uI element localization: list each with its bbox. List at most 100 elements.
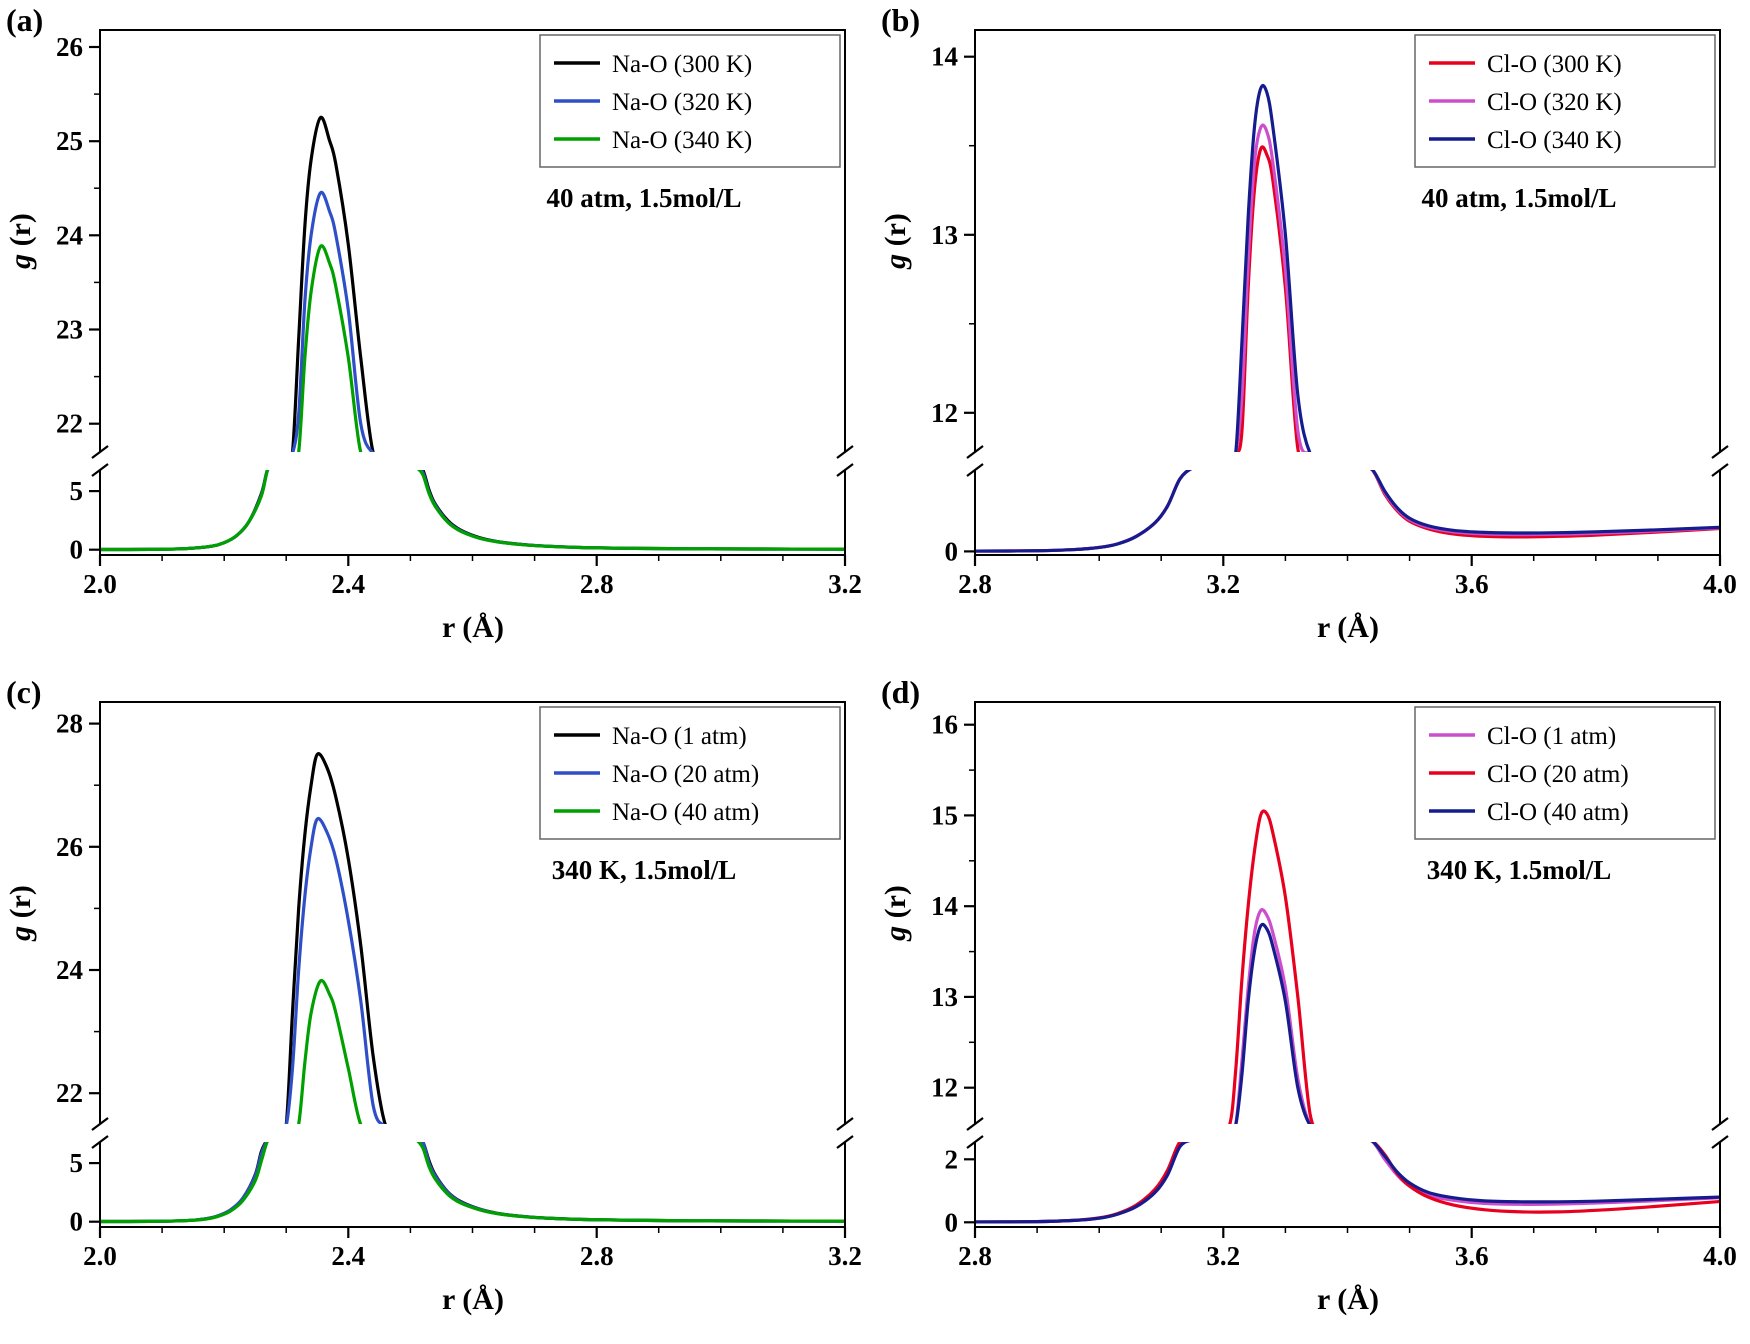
svg-text:0: 0 (70, 535, 84, 565)
series-Na-O (40 atm) (101, 978, 844, 1224)
svg-text:2.0: 2.0 (83, 569, 117, 599)
svg-text:2.8: 2.8 (580, 569, 614, 599)
x-axis-ticks: 2.0 2.4 2.8 3.2 (83, 555, 862, 599)
svg-text:15: 15 (931, 800, 958, 830)
panel-c-label: (c) (6, 674, 42, 710)
svg-text:23: 23 (56, 315, 83, 345)
axis-break-mark (966, 463, 984, 477)
legend: Na-O (1 atm) Na-O (20 atm) Na-O (40 atm) (539, 706, 841, 840)
legend-label: Cl-O (300 K) (1487, 51, 1622, 78)
panel-a: (a) 2.0 2.4 2.8 3.2 22 23 24 25 26 0 5 Na-O (300 K)… (0, 0, 875, 672)
y-axis-ticks: 22 24 26 28 0 5 (56, 709, 100, 1237)
x-axis-ticks: 2.8 3.2 3.6 4.0 (958, 1227, 1737, 1271)
svg-text:3.2: 3.2 (1206, 1241, 1240, 1271)
svg-text:28: 28 (56, 709, 83, 739)
condition-annotation: 40 atm, 1.5mol/L (547, 183, 742, 213)
axis-break-mark (966, 1117, 984, 1131)
y-axis-ticks: 12 13 14 15 16 0 2 (931, 710, 975, 1237)
svg-text:3.2: 3.2 (828, 569, 862, 599)
svg-text:25: 25 (56, 126, 83, 156)
panel-c: (c) 2.0 2.4 2.8 3.2 22 24 26 28 0 5 Na-O (1 atm) Na… (0, 672, 875, 1344)
svg-text:5: 5 (70, 476, 84, 506)
panel-a-label: (a) (6, 2, 44, 38)
legend-label: Na-O (40 atm) (612, 799, 759, 826)
series-curves (101, 115, 844, 552)
axis-break-mark (1711, 463, 1729, 477)
axis-break-mark (1711, 1117, 1729, 1131)
x-axis-ticks: 2.8 3.2 3.6 4.0 (958, 555, 1737, 599)
svg-text:14: 14 (931, 891, 958, 921)
y-axis-title: g (r) (4, 213, 37, 270)
series-Cl-O (40 atm) (976, 922, 1719, 1224)
axis-break-band (971, 452, 1724, 470)
x-axis-ticks: 2.0 2.4 2.8 3.2 (83, 1227, 862, 1271)
svg-text:2.8: 2.8 (580, 1241, 614, 1271)
svg-text:26: 26 (56, 32, 83, 62)
legend: Cl-O (300 K) Cl-O (320 K) Cl-O (340 K) (1414, 34, 1716, 168)
series-curves (976, 83, 1719, 553)
svg-text:2.0: 2.0 (83, 1241, 117, 1271)
svg-text:22: 22 (56, 1078, 83, 1108)
series-Cl-O (20 atm) (976, 809, 1719, 1224)
svg-text:4.0: 4.0 (1703, 1241, 1737, 1271)
svg-text:3.2: 3.2 (828, 1241, 862, 1271)
axis-break-mark (966, 1135, 984, 1149)
svg-text:3.6: 3.6 (1455, 1241, 1489, 1271)
legend-label: Cl-O (20 atm) (1487, 761, 1629, 788)
legend-label: Na-O (1 atm) (612, 723, 747, 750)
axis-break-mark (836, 1117, 854, 1131)
y-axis-title: g (r) (879, 213, 912, 270)
svg-text:2.8: 2.8 (958, 569, 992, 599)
x-axis-title: r (Å) (1317, 611, 1379, 644)
y-axis-ticks: 12 13 14 0 (931, 42, 975, 566)
svg-text:5: 5 (70, 1148, 84, 1178)
panel-b-chart: 2.8 3.2 3.6 4.0 12 13 14 0 Cl-O (300 K) Cl-O (320… (879, 29, 1737, 644)
svg-text:12: 12 (931, 1073, 958, 1103)
svg-text:24: 24 (56, 220, 83, 250)
axis-break-mark (1711, 445, 1729, 459)
legend-label: Na-O (20 atm) (612, 761, 759, 788)
legend-label: Cl-O (340 K) (1487, 127, 1622, 154)
series-Na-O (320 K) (101, 190, 844, 552)
axis-break-mark (966, 445, 984, 459)
svg-text:3.2: 3.2 (1206, 569, 1240, 599)
series-curves (101, 752, 844, 1224)
legend-label: Na-O (300 K) (612, 51, 752, 78)
panel-d-label: (d) (881, 674, 921, 710)
axis-break-mark (836, 463, 854, 477)
series-curves (976, 809, 1719, 1224)
svg-text:13: 13 (931, 982, 958, 1012)
legend-box (1414, 34, 1716, 168)
svg-text:2: 2 (945, 1144, 959, 1174)
axis-break-mark (836, 1135, 854, 1149)
series-Na-O (340 K) (101, 244, 844, 552)
axis-break-mark (836, 445, 854, 459)
svg-text:2.8: 2.8 (958, 1241, 992, 1271)
y-axis-title: g (r) (879, 885, 912, 942)
x-axis-title: r (Å) (442, 1283, 504, 1316)
svg-text:12: 12 (931, 398, 958, 428)
legend-label: Na-O (320 K) (612, 89, 752, 116)
panel-b: (b) 2.8 3.2 3.6 4.0 12 13 14 0 Cl-O (300 K) Cl-O … (875, 0, 1750, 672)
svg-text:22: 22 (56, 409, 83, 439)
axis-break-band (96, 452, 849, 470)
axis-break-mark (91, 1117, 109, 1131)
svg-text:16: 16 (931, 710, 958, 740)
series-Cl-O (340 K) (976, 83, 1719, 553)
panel-b-label: (b) (881, 2, 921, 38)
axis-break-mark (91, 463, 109, 477)
axis-break-mark (91, 1135, 109, 1149)
x-axis-title: r (Å) (1317, 1283, 1379, 1316)
legend: Cl-O (1 atm) Cl-O (20 atm) Cl-O (40 atm) (1414, 706, 1716, 840)
condition-annotation: 340 K, 1.5mol/L (1427, 855, 1612, 885)
legend: Na-O (300 K) Na-O (320 K) Na-O (340 K) (539, 34, 841, 168)
panel-d: (d) 2.8 3.2 3.6 4.0 12 13 14 15 16 0 2 Cl-O (1 atm)… (875, 672, 1750, 1344)
svg-text:13: 13 (931, 220, 958, 250)
condition-annotation: 340 K, 1.5mol/L (552, 855, 737, 885)
y-axis-title: g (r) (4, 885, 37, 942)
axis-break-mark (1711, 1135, 1729, 1149)
svg-text:3.6: 3.6 (1455, 569, 1489, 599)
axis-break-mark (91, 445, 109, 459)
